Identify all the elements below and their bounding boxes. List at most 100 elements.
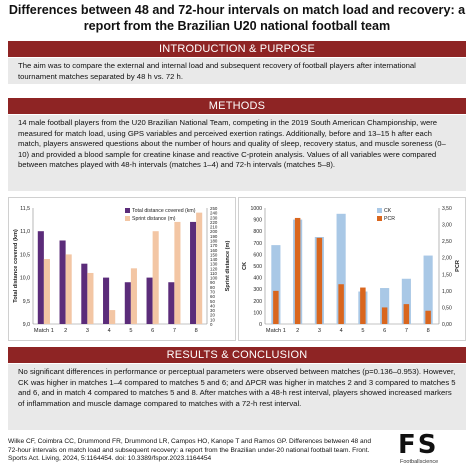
y-tick-label: 700 — [253, 241, 262, 247]
legend-label: Sprint distance (m) — [132, 216, 176, 222]
bar-5-series2 — [130, 268, 137, 324]
citation: Wilke CF, Coimbra CC, Drummond FR, Drumm… — [8, 438, 372, 463]
bar-4-series2 — [338, 284, 344, 324]
y-tick-label: 900 — [253, 218, 262, 224]
bar-4-series2 — [109, 310, 116, 324]
y2-tick-label: 1,00 — [442, 289, 452, 295]
y-tick-label: 500 — [253, 264, 262, 270]
results-banner: RESULTS & CONCLUSION — [8, 347, 466, 363]
bar-1-series1 — [271, 245, 281, 324]
x-tick-label: 7 — [173, 328, 176, 334]
bar-8-series2 — [425, 310, 431, 324]
methods-banner: METHODS — [8, 98, 466, 114]
y2-tick-label: 20 — [210, 313, 215, 318]
y2-tick-label: 10 — [210, 317, 215, 322]
legend-label: Total distance covered (km) — [132, 208, 196, 214]
bar-6-series2 — [152, 231, 159, 324]
legend-swatch — [377, 208, 382, 213]
bar-1-series1 — [37, 231, 44, 324]
bar-5-series2 — [360, 287, 366, 324]
bar-4-series1 — [103, 277, 110, 324]
legend-swatch — [125, 216, 130, 221]
legend-label: PCR — [384, 216, 395, 222]
y2-tick-label: 240 — [210, 211, 218, 216]
bar-6-series1 — [380, 288, 390, 324]
bar-6-series1 — [146, 277, 153, 324]
y2-tick-label: 0,00 — [442, 322, 452, 328]
y2-axis-title: Sprint distance (m) — [225, 241, 231, 292]
recovery-chart: 0 100 200 300 400 500 600 700 800 900 1000 0,00 0,50… — [242, 206, 461, 334]
y2-tick-label: 3,50 — [442, 206, 452, 212]
load-chart: 9,0 9,5 10,0 10,5 11,0 11,5 010203040506070809… — [13, 206, 231, 334]
results-text: No significant differences in performanc… — [8, 364, 466, 430]
y-axis-title: CK — [242, 262, 248, 270]
logo-mark: FS — [398, 430, 439, 460]
x-tick-label: 4 — [108, 328, 111, 334]
bar-2-series2 — [65, 254, 72, 324]
y-tick-label: 9,5 — [23, 299, 30, 305]
load-chart-panel: 9,0 9,5 10,0 10,5 11,0 11,5 0 10 20 30 40 50 60 70 80 9… — [8, 197, 236, 341]
bar-4-series1 — [336, 213, 346, 324]
bar-5-series1 — [124, 282, 131, 324]
y2-tick-label: 220 — [210, 220, 218, 225]
y2-tick-label: 110 — [210, 271, 218, 276]
x-tick-label: Match 1 — [34, 328, 54, 334]
y-tick-label: 300 — [253, 287, 262, 293]
y-tick-label: 9,0 — [23, 322, 30, 328]
bar-3-series2 — [87, 272, 94, 324]
intro-banner: INTRODUCTION & PURPOSE — [8, 41, 466, 57]
bar-3-series2 — [316, 237, 323, 324]
x-tick-label: 6 — [151, 328, 154, 334]
bar-7-series2 — [174, 221, 181, 324]
bar-7-series2 — [403, 304, 410, 324]
x-tick-label: Match 1 — [266, 328, 286, 334]
y2-tick-label: 250 — [210, 206, 218, 211]
y2-tick-label: 210 — [210, 225, 218, 230]
y-tick-label: 0 — [259, 322, 262, 328]
y-axis-title: Total distance covered (km) — [13, 229, 19, 303]
y2-axis-title: PCR — [455, 260, 461, 272]
x-tick-label: 2 — [296, 328, 299, 334]
x-tick-label: 4 — [340, 328, 343, 334]
y2-tick-label: 80 — [210, 285, 215, 290]
y2-tick-label: 1,50 — [442, 272, 452, 278]
y-tick-label: 1000 — [250, 206, 262, 212]
methods-text: 14 male football players from the U20 Br… — [8, 115, 466, 191]
x-tick-label: 8 — [195, 328, 198, 334]
y2-tick-label: 0,50 — [442, 305, 452, 311]
y2-tick-label: 50 — [210, 299, 215, 304]
footballscience-logo: FS Footballscience — [398, 431, 468, 471]
bar-1-series2 — [43, 259, 50, 324]
y2-tick-label: 190 — [210, 234, 218, 239]
y2-tick-label: 70 — [210, 290, 215, 295]
y2-tick-label: 150 — [210, 252, 218, 257]
y2-tick-label: 2,00 — [442, 256, 452, 262]
bar-8-series1 — [190, 221, 197, 324]
poster-title: Differences between 48 and 72-hour inter… — [8, 3, 466, 33]
y2-tick-label: 60 — [210, 294, 215, 299]
bar-3-series1 — [81, 263, 88, 324]
y-tick-label: 11,0 — [20, 229, 30, 235]
recovery-chart-panel: 0 100 200 300 400 500 600 700 800 900 1000 0,00 0,50… — [238, 197, 466, 341]
y2-tick-label: 100 — [210, 276, 218, 281]
y-tick-label: 200 — [253, 299, 262, 305]
bar-1-series2 — [273, 290, 279, 324]
y2-tick-label: 2,50 — [442, 239, 452, 245]
x-tick-label: 6 — [383, 328, 386, 334]
x-tick-label: 7 — [405, 328, 408, 334]
logo-subtitle: Footballscience — [400, 459, 439, 465]
y-tick-label: 11,5 — [20, 206, 30, 212]
bar-7-series1 — [168, 282, 175, 324]
y2-tick-label: 180 — [210, 238, 218, 243]
y-tick-label: 600 — [253, 252, 262, 258]
y2-tick-label: 30 — [210, 308, 215, 313]
bar-6-series2 — [381, 307, 388, 324]
x-tick-label: 3 — [318, 328, 321, 334]
y2-tick-label: 90 — [210, 280, 215, 285]
y2-tick-label: 230 — [210, 215, 218, 220]
x-tick-label: 8 — [427, 328, 430, 334]
y2-tick-label: 0 — [210, 322, 213, 327]
bar-8-series1 — [423, 255, 433, 324]
y-tick-label: 100 — [253, 310, 262, 316]
legend-label: CK — [384, 208, 392, 214]
